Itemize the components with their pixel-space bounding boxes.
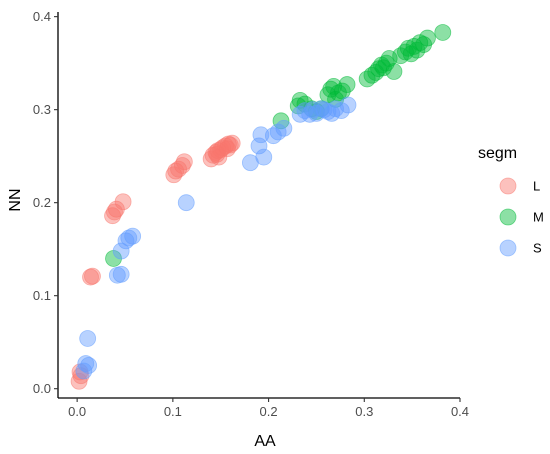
x-axis-title: AA <box>254 433 276 450</box>
legend-key-S <box>499 239 517 257</box>
y-tick-label: 0.1 <box>33 288 51 303</box>
data-point-M <box>375 59 392 77</box>
data-point-S <box>124 227 142 245</box>
y-tick-label: 0.3 <box>33 102 51 117</box>
data-point-S <box>252 126 270 144</box>
data-point-L <box>107 200 125 218</box>
data-point-L <box>175 153 193 171</box>
data-point-S <box>250 137 268 155</box>
data-point-S <box>339 96 357 114</box>
data-point-S <box>77 355 95 372</box>
legend: segm L M S <box>478 145 544 257</box>
data-point-S <box>112 242 130 260</box>
data-point-L <box>114 193 132 211</box>
data-points <box>70 24 452 390</box>
plot-area: 0.0 0.1 0.2 0.3 0.4 0.0 0.1 0.2 0.3 0.4 <box>33 9 469 419</box>
legend-key-M <box>499 208 517 226</box>
data-point-M <box>338 76 356 93</box>
x-axis-ticks: 0.0 0.1 0.2 0.3 0.4 <box>68 398 469 419</box>
data-point-S <box>275 119 293 137</box>
data-point-M <box>380 50 398 67</box>
x-tick-label: 0.0 <box>68 404 86 419</box>
x-tick-label: 0.1 <box>164 404 182 419</box>
legend-items: L M S <box>499 177 544 257</box>
x-tick-label: 0.2 <box>260 404 278 419</box>
legend-label: L <box>533 179 540 194</box>
data-point-M <box>385 63 403 80</box>
data-point-S <box>332 102 350 119</box>
data-point-S <box>79 330 97 347</box>
data-point-S <box>327 100 344 118</box>
legend-key-L <box>499 177 517 195</box>
data-point-M <box>434 24 452 41</box>
y-axis-title: NN <box>7 188 24 211</box>
x-tick-label: 0.3 <box>355 404 373 419</box>
data-point-L <box>84 267 101 285</box>
data-point-L <box>208 145 226 163</box>
data-point-L <box>167 162 185 180</box>
legend-label: S <box>533 241 542 256</box>
legend-label: M <box>533 210 544 225</box>
y-axis-ticks: 0.0 0.1 0.2 0.3 0.4 <box>33 9 58 396</box>
data-point-L <box>223 134 241 152</box>
data-point-S <box>177 194 195 212</box>
data-point-L <box>219 140 236 158</box>
x-tick-label: 0.4 <box>451 404 469 419</box>
data-point-M <box>419 29 436 47</box>
data-point-S <box>112 265 130 283</box>
y-tick-label: 0.4 <box>33 9 51 24</box>
data-point-S <box>80 357 98 374</box>
legend-title: segm <box>478 145 517 162</box>
y-tick-label: 0.0 <box>33 381 51 396</box>
data-point-S <box>255 148 273 166</box>
y-tick-label: 0.2 <box>33 195 51 210</box>
